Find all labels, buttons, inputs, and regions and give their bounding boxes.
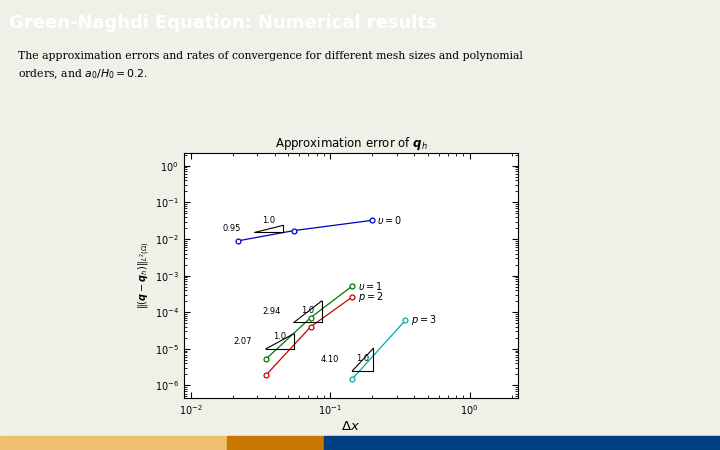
Text: $\upsilon = 0$: $\upsilon = 0$ bbox=[377, 214, 402, 226]
Bar bbox=[324, 436, 720, 450]
Text: Green-Naghdi Equation: Numerical results: Green-Naghdi Equation: Numerical results bbox=[9, 14, 437, 32]
Text: 2.07: 2.07 bbox=[234, 337, 253, 346]
Bar bbox=[227, 436, 324, 450]
Text: 1.0: 1.0 bbox=[262, 216, 275, 225]
Text: $\upsilon = 1$: $\upsilon = 1$ bbox=[358, 280, 383, 292]
Text: 1.0: 1.0 bbox=[274, 333, 287, 342]
Y-axis label: $\|(\boldsymbol{q} - \boldsymbol{q}_h)\|_{L^2(\Omega)}$: $\|(\boldsymbol{q} - \boldsymbol{q}_h)\|… bbox=[136, 242, 152, 310]
X-axis label: $\Delta x$: $\Delta x$ bbox=[341, 420, 361, 433]
Text: 1.0: 1.0 bbox=[356, 354, 369, 363]
Bar bbox=[0, 436, 227, 450]
Text: $p = 3$: $p = 3$ bbox=[411, 313, 436, 327]
Text: 0.95: 0.95 bbox=[223, 225, 241, 234]
Text: The approximation errors and rates of convergence for different mesh sizes and p: The approximation errors and rates of co… bbox=[18, 50, 523, 81]
Text: 4.10: 4.10 bbox=[320, 355, 339, 364]
Text: $p = 2$: $p = 2$ bbox=[358, 290, 383, 304]
Title: Approximation error of $\boldsymbol{q}_h$: Approximation error of $\boldsymbol{q}_h… bbox=[274, 135, 428, 153]
Text: 2.94: 2.94 bbox=[262, 307, 280, 316]
Text: 1.0: 1.0 bbox=[301, 306, 315, 315]
